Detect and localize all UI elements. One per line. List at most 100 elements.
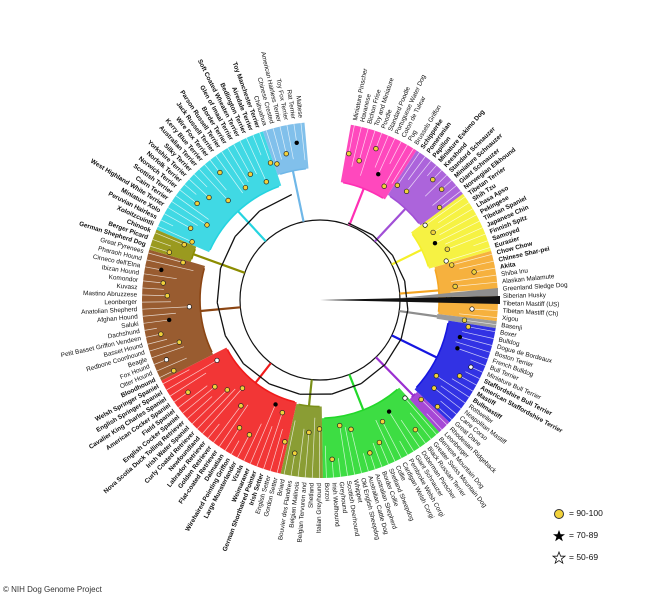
leaf-branch: [189, 178, 210, 198]
leaf-branch: [369, 452, 376, 470]
support-circle-marker: [452, 283, 458, 290]
support-circle-marker: [238, 403, 244, 409]
clade-stem-0: [348, 188, 365, 226]
clade-arc-1: [389, 195, 420, 224]
support-circle-marker: [263, 179, 269, 185]
leaf-branch: [207, 423, 220, 439]
breed-label: Siberian Husky: [503, 292, 547, 300]
leaf-branch: [286, 125, 294, 160]
leaf-branch: [311, 417, 316, 478]
basenji-wedge-shape: [400, 288, 498, 298]
support-open-star-marker: [186, 304, 192, 310]
leaf-branch: [447, 233, 486, 250]
leaf-branch: [451, 253, 493, 266]
breed-label: Rat Terrier: [285, 89, 296, 120]
breed-label: Basenji: [501, 322, 523, 332]
clade-stem-1: [373, 207, 407, 243]
leaf-branch: [300, 122, 306, 161]
support-circle-marker: [394, 182, 400, 188]
clade-fan-1: [387, 150, 463, 226]
leaf-branch: [179, 189, 198, 204]
leaf-branch: [434, 220, 480, 244]
leaf-branch: [184, 184, 197, 195]
backbone-segment: [219, 236, 236, 269]
support-circle-marker: [439, 186, 445, 192]
open-star-icon: [552, 551, 566, 565]
leaf-branch: [276, 441, 286, 473]
leaf-branch: [304, 432, 310, 478]
leaf-branch: [142, 287, 164, 290]
leaf-branch: [426, 413, 443, 431]
support-circle-marker: [180, 259, 186, 266]
support-circle-marker: [465, 324, 471, 330]
support-circle-marker: [444, 246, 450, 252]
leaf-branch: [290, 453, 296, 476]
support-circle-marker: [348, 426, 354, 432]
support-circle-marker: [381, 183, 387, 189]
support-circle-marker: [171, 368, 177, 374]
leaf-branch: [155, 232, 185, 245]
leaf-branch: [293, 123, 298, 143]
support-circle-marker: [346, 150, 352, 157]
clade-fan-11: [149, 229, 197, 262]
backbone-segment: [404, 280, 409, 311]
support-circle-marker: [279, 410, 285, 416]
clade-arc-12: [209, 185, 280, 251]
breed-label: Anatolian Shepherd: [81, 306, 138, 316]
breed-label: Borzoi: [323, 483, 331, 501]
clade-arc-6: [410, 393, 416, 399]
leaf-branch: [440, 385, 466, 404]
filled-star-icon: [553, 530, 565, 542]
support-circle-marker: [160, 280, 166, 286]
support-open-star-marker: [469, 306, 475, 312]
support-filled-star-marker: [273, 402, 278, 407]
breed-label: Italian Greyhound: [316, 483, 323, 534]
support-circle-marker: [212, 384, 218, 390]
breed-label: Maltese: [294, 95, 303, 118]
clade-stem-5: [391, 334, 438, 359]
support-open-star-marker: [402, 395, 408, 401]
clade-fan-6: [409, 391, 450, 433]
clade-fan-2: [411, 193, 492, 269]
tree-branches: [142, 122, 498, 479]
leaf-branch: [209, 159, 221, 173]
support-circle-marker: [403, 188, 410, 195]
leaf-branch: [142, 280, 164, 284]
clade-stem-9: [254, 362, 272, 384]
breed-label: Bulldog: [498, 336, 521, 348]
leaf-branch: [150, 245, 170, 253]
support-circle-marker: [267, 160, 274, 166]
backbone-segment: [347, 222, 374, 236]
support-circle-marker: [242, 184, 249, 191]
leaf-branch: [331, 459, 334, 478]
breed-label: Kuvasz: [116, 283, 137, 291]
breed-label: Afghan Hound: [97, 313, 139, 324]
support-open-star-marker: [422, 222, 428, 228]
leaf-branch: [362, 453, 369, 472]
clade-arc-7: [324, 388, 398, 419]
leaf-branch: [375, 132, 383, 149]
support-circle-marker: [225, 197, 231, 204]
leaf-branch: [461, 331, 494, 339]
clade-stem-10: [200, 306, 241, 313]
leaf-branch: [218, 404, 249, 447]
backbone-segment: [242, 363, 270, 385]
support-circle-marker: [239, 385, 246, 391]
backbone-segment: [372, 234, 393, 256]
leaf-branch: [451, 378, 474, 392]
leaf-branch: [144, 327, 157, 331]
leaf-branch: [152, 239, 172, 247]
leaf-branch: [426, 165, 437, 177]
support-circle-marker: [217, 169, 223, 176]
clade-arc-10: [199, 268, 213, 353]
leaf-branch: [474, 267, 496, 273]
breed-label: Irish Wolfhound: [330, 482, 340, 527]
support-open-star-marker: [443, 258, 449, 264]
leaf-branch: [269, 428, 283, 472]
clade-stem-6: [375, 356, 415, 397]
support-filled-star-marker: [386, 409, 392, 414]
leaf-branch: [191, 389, 228, 425]
leaf-branch: [202, 387, 243, 434]
leaf-branch: [424, 174, 448, 197]
